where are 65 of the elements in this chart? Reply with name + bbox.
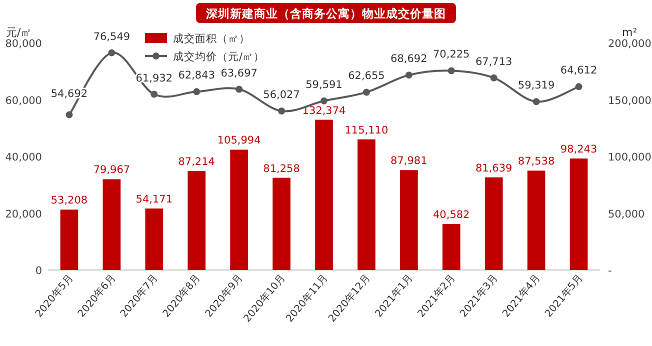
data-label: 67,713 <box>475 56 512 68</box>
data-label: 59,319 <box>518 80 555 92</box>
point <box>575 83 582 90</box>
y2-axis-title: m² <box>622 26 638 39</box>
bar <box>358 139 376 270</box>
bar <box>315 120 333 270</box>
bar <box>188 171 206 270</box>
y-tick-label: 60,000 <box>5 94 42 107</box>
bar <box>230 150 248 270</box>
point <box>405 72 412 79</box>
point <box>362 88 370 96</box>
bar <box>60 210 78 270</box>
point <box>66 111 73 118</box>
chart-title: 深圳新建商业（含商务公寓）物业成交价量图 <box>205 6 446 20</box>
data-label: 63,697 <box>220 67 258 80</box>
point <box>320 97 328 104</box>
point <box>150 90 158 98</box>
data-label: 62,655 <box>348 70 385 82</box>
data-label: 81,639 <box>475 162 512 174</box>
point <box>108 49 116 56</box>
data-label: 98,243 <box>560 143 598 156</box>
data-label: 54,171 <box>136 194 173 206</box>
bar <box>570 158 588 270</box>
bar <box>442 224 460 270</box>
data-label: 81,258 <box>263 162 300 175</box>
y2-tick-label: 200,000 <box>608 38 652 50</box>
point <box>448 67 455 74</box>
y2-tick-label: 50,000 <box>608 208 645 220</box>
data-label: 87,538 <box>518 156 555 168</box>
data-label: 70,225 <box>433 48 470 61</box>
point <box>236 86 243 93</box>
point <box>490 74 498 82</box>
y-tick-label: 0 <box>35 265 42 277</box>
data-label: 53,208 <box>50 194 88 207</box>
data-label: 132,374 <box>302 104 346 117</box>
bar <box>102 179 121 270</box>
y2-tick-label: 100,000 <box>608 152 652 164</box>
y-tick-label: 20,000 <box>5 208 42 220</box>
bar <box>400 170 418 270</box>
data-label: 68,692 <box>390 53 428 66</box>
y-tick-label: 40,000 <box>5 152 42 164</box>
data-label: 79,967 <box>93 164 130 176</box>
data-label: 62,843 <box>178 70 215 82</box>
point <box>278 108 286 115</box>
data-label: 87,981 <box>390 155 428 168</box>
data-label: 105,994 <box>217 134 262 147</box>
bar <box>484 177 503 270</box>
data-label: 40,582 <box>433 208 470 221</box>
data-label: 56,027 <box>263 89 300 102</box>
bar <box>527 170 546 270</box>
y2-tick-label: - <box>608 265 612 277</box>
y-axis-title: 元/㎡ <box>6 26 32 39</box>
y2-tick-label: 150,000 <box>608 94 652 107</box>
y-tick-label: 80,000 <box>5 38 42 50</box>
bar <box>145 208 164 270</box>
data-label: 87,214 <box>178 156 216 168</box>
point <box>193 88 200 96</box>
bar <box>272 178 290 270</box>
data-label: 64,612 <box>560 64 598 77</box>
data-label: 59,591 <box>306 78 342 91</box>
point <box>532 98 540 106</box>
legend-label: 成交面积（㎡） <box>173 32 250 45</box>
data-label: 115,110 <box>344 124 388 136</box>
legend-label: 成交均价（元/㎡） <box>173 50 265 63</box>
data-label: 76,549 <box>93 30 130 43</box>
